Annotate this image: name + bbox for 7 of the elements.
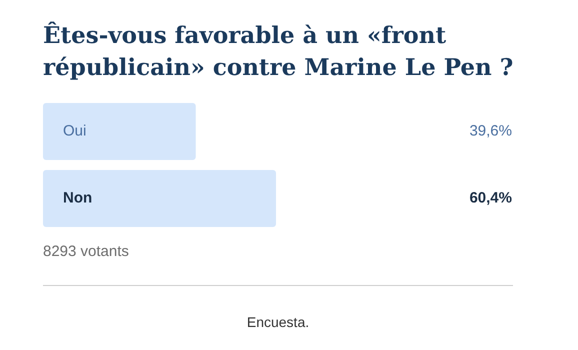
data-label: 60,4% — [469, 190, 512, 207]
text: 8293 votants — [43, 243, 129, 260]
data-label: 39,6% — [469, 122, 512, 140]
y-tick-label: Non — [63, 190, 92, 207]
y-tick-label: Oui — [63, 122, 86, 140]
chart-title: Êtes-vous favorable à un «front républicain» contre Marine Le Pen ? — [43, 20, 514, 83]
text: Encuesta. — [246, 314, 310, 330]
